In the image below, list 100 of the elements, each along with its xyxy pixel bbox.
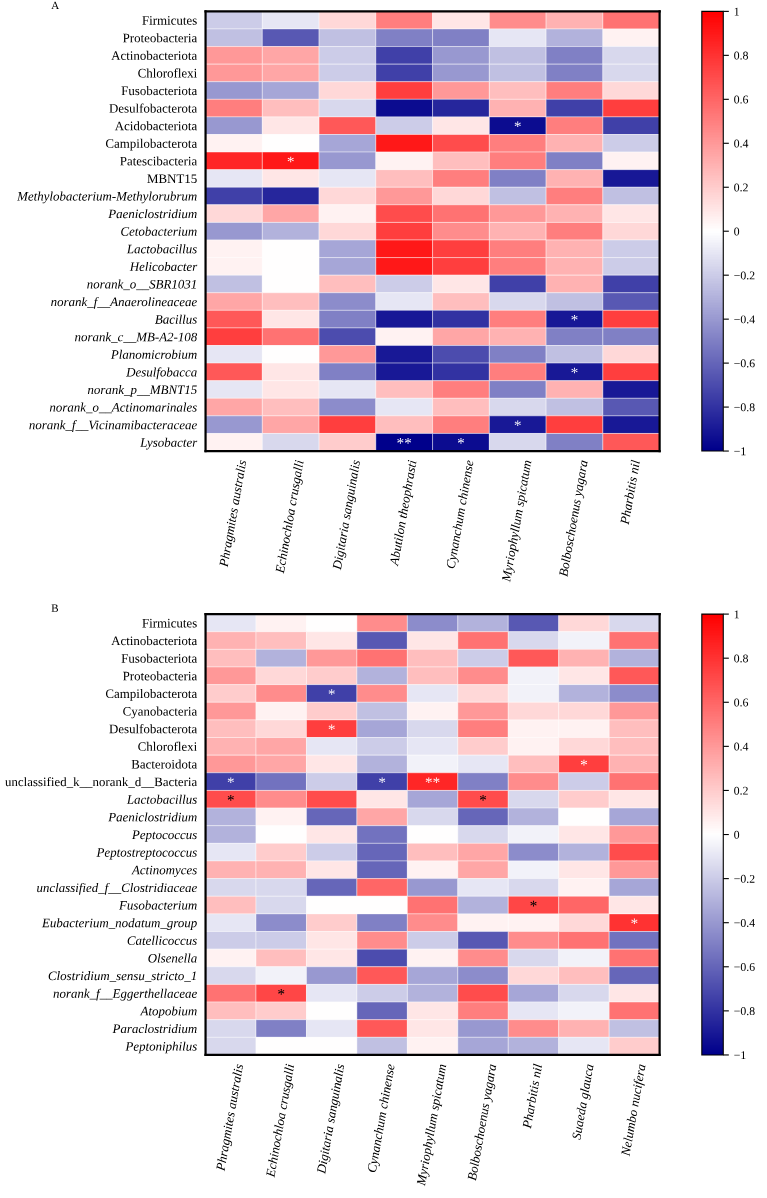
data-label: * xyxy=(571,367,578,374)
y-tick-label: Actinobacteriota xyxy=(111,50,198,60)
y-tick-label: Chloroflexi xyxy=(138,741,197,751)
data-label: * xyxy=(328,689,335,695)
y-tick-label: norank_f__Anaerolineaceae xyxy=(51,297,197,309)
x-tick-label: Phragmites australis xyxy=(215,1063,246,1172)
y-tick-label: norank_o__Actinomarinales xyxy=(49,402,197,414)
y-tick-label: norank_o__SBR1031 xyxy=(87,279,196,291)
color-bar-label: −0.8 xyxy=(734,1007,755,1016)
x-tick-label: Pharbitis nil xyxy=(522,1063,543,1129)
y-tick-label: Planomicrobium xyxy=(110,349,197,359)
color-bar-label: 0.2 xyxy=(734,183,748,192)
y-tick-label: Patescibacteria xyxy=(120,156,198,166)
color-bar-label: −0.2 xyxy=(734,271,755,280)
color-bar-label: 0.4 xyxy=(734,139,749,148)
y-tick-label: Proteobacteria xyxy=(123,33,198,43)
y-tick-label: Cetobacterium xyxy=(121,226,197,236)
data-label: * xyxy=(457,438,465,444)
color-bar-label: −0.4 xyxy=(734,315,755,324)
y-tick-label: Lactobacillus xyxy=(126,794,197,804)
y-tick-label: Clostridium_sensu_stricto_1 xyxy=(48,971,196,982)
color-bar-label: 0 xyxy=(734,830,740,839)
x-tick-label: Myriophyllum spicatum xyxy=(416,1063,449,1187)
color-bar-label: −0.6 xyxy=(734,963,755,972)
color-bar-label: 0.4 xyxy=(734,742,749,751)
data-label: * xyxy=(278,989,285,995)
x-tick-label: Pharbitis nil xyxy=(619,459,641,525)
y-tick-label: Peptostreptococcus xyxy=(96,848,197,860)
data-label: ** xyxy=(397,438,412,444)
data-label: * xyxy=(514,420,521,427)
color-bar-label: 1 xyxy=(734,7,739,16)
data-label: * xyxy=(530,900,537,907)
y-tick-label: Desulfobacterota xyxy=(109,103,198,113)
y-tick-label: norank_p__MBNT15 xyxy=(87,385,197,397)
color-bar-label: −0.4 xyxy=(734,918,755,927)
x-tick-label: Digitaria sanguinalis xyxy=(332,459,363,571)
y-tick-label: Paeniclostridium xyxy=(108,209,197,219)
x-tick-label: Bolboschoenus yagara xyxy=(467,1063,499,1182)
y-tick-label: Firmicutes xyxy=(142,618,197,628)
y-tick-label: Desulfobacterota xyxy=(109,724,198,734)
color-bar-label: 1 xyxy=(734,610,739,619)
y-tick-label: Lysobacter xyxy=(140,437,198,450)
y-tick-label: Bacteroidota xyxy=(131,759,198,769)
color-bar-label: 0.8 xyxy=(734,51,748,60)
color-bar-label: −1 xyxy=(734,447,746,456)
y-tick-label: Peptoniphilus xyxy=(125,1041,197,1054)
data-label: * xyxy=(328,724,335,731)
y-tick-label: Chloroflexi xyxy=(138,68,197,78)
y-tick-label: Firmicutes xyxy=(142,16,197,25)
y-tick-label: Proteobacteria xyxy=(123,671,198,681)
data-label: * xyxy=(479,795,487,801)
x-tick-label: Suaeda glauca xyxy=(571,1063,597,1141)
y-tick-label: unclassified_f__Clostridiaceae xyxy=(37,882,197,895)
y-tick-label: unclassified_k__norank_d__Bacteria xyxy=(5,777,198,788)
y-tick-label: Methylobacterium-Methylorubrum xyxy=(17,191,197,204)
y-tick-label: Helicobacter xyxy=(129,261,198,271)
data-label: * xyxy=(631,918,638,925)
x-tick-label: Abutilon theophrasti xyxy=(389,459,420,568)
y-tick-label: Lactobacillus xyxy=(126,244,197,254)
x-tick-label: Cynanchum chinense xyxy=(445,459,477,570)
y-tick-label: Fusobacterium xyxy=(118,900,197,910)
y-tick-label: Cyanobacteria xyxy=(123,706,198,719)
data-label: * xyxy=(227,777,234,784)
y-tick-label: Fusobacteriota xyxy=(121,86,198,96)
color-bar-label: −0.8 xyxy=(734,403,755,412)
x-tick-label: Digitaria sanguinalis xyxy=(316,1063,348,1175)
y-tick-label: Bacillus xyxy=(155,314,197,324)
y-tick-label: Catellicoccus xyxy=(127,935,197,945)
y-tick-label: Eubacterium_nodatum_group xyxy=(41,918,197,930)
x-tick-label: Echinochloa crusgalli xyxy=(274,459,307,575)
y-tick-label: Desulfobacca xyxy=(126,367,197,380)
x-tick-label: Nelumbo nucifera xyxy=(620,1063,649,1157)
color-bar-label: −1 xyxy=(734,1051,746,1060)
color-bar-label: 0.6 xyxy=(734,698,749,707)
y-tick-label: Acidobacteriota xyxy=(114,121,198,131)
y-tick-label: Olsenella xyxy=(148,953,197,963)
y-tick-label: Atopobium xyxy=(139,1006,197,1019)
color-bar-label: 0.6 xyxy=(734,95,749,104)
y-tick-label: Campilobacterota xyxy=(105,688,198,701)
x-tick-label: Cynanchum chinense xyxy=(366,1063,398,1174)
y-tick-label: Actinomyces xyxy=(131,865,197,878)
data-label: * xyxy=(379,777,386,784)
color-bar-label: 0.2 xyxy=(734,786,748,795)
y-tick-label: Paeniclostridium xyxy=(108,812,197,822)
color-bar-label: 0 xyxy=(734,227,740,236)
data-label: * xyxy=(580,759,588,766)
y-tick-label: Actinobacteriota xyxy=(111,636,198,646)
data-label: * xyxy=(287,156,294,163)
data-label: * xyxy=(227,795,234,801)
y-tick-label: MBNT15 xyxy=(147,174,197,184)
y-tick-label: Fusobacteriota xyxy=(121,653,198,663)
x-tick-label: Echinochloa crusgalli xyxy=(265,1063,297,1179)
data-label: ** xyxy=(425,777,440,784)
x-tick-label: Phragmites australis xyxy=(218,459,250,568)
data-label: * xyxy=(571,314,578,321)
text: A xyxy=(51,1,60,10)
y-tick-label: Paraclostridium xyxy=(112,1024,197,1034)
color-bar-label: −0.6 xyxy=(734,359,755,368)
y-tick-label: Peptococcus xyxy=(131,830,197,842)
y-tick-label: Campilobacterota xyxy=(105,138,198,151)
